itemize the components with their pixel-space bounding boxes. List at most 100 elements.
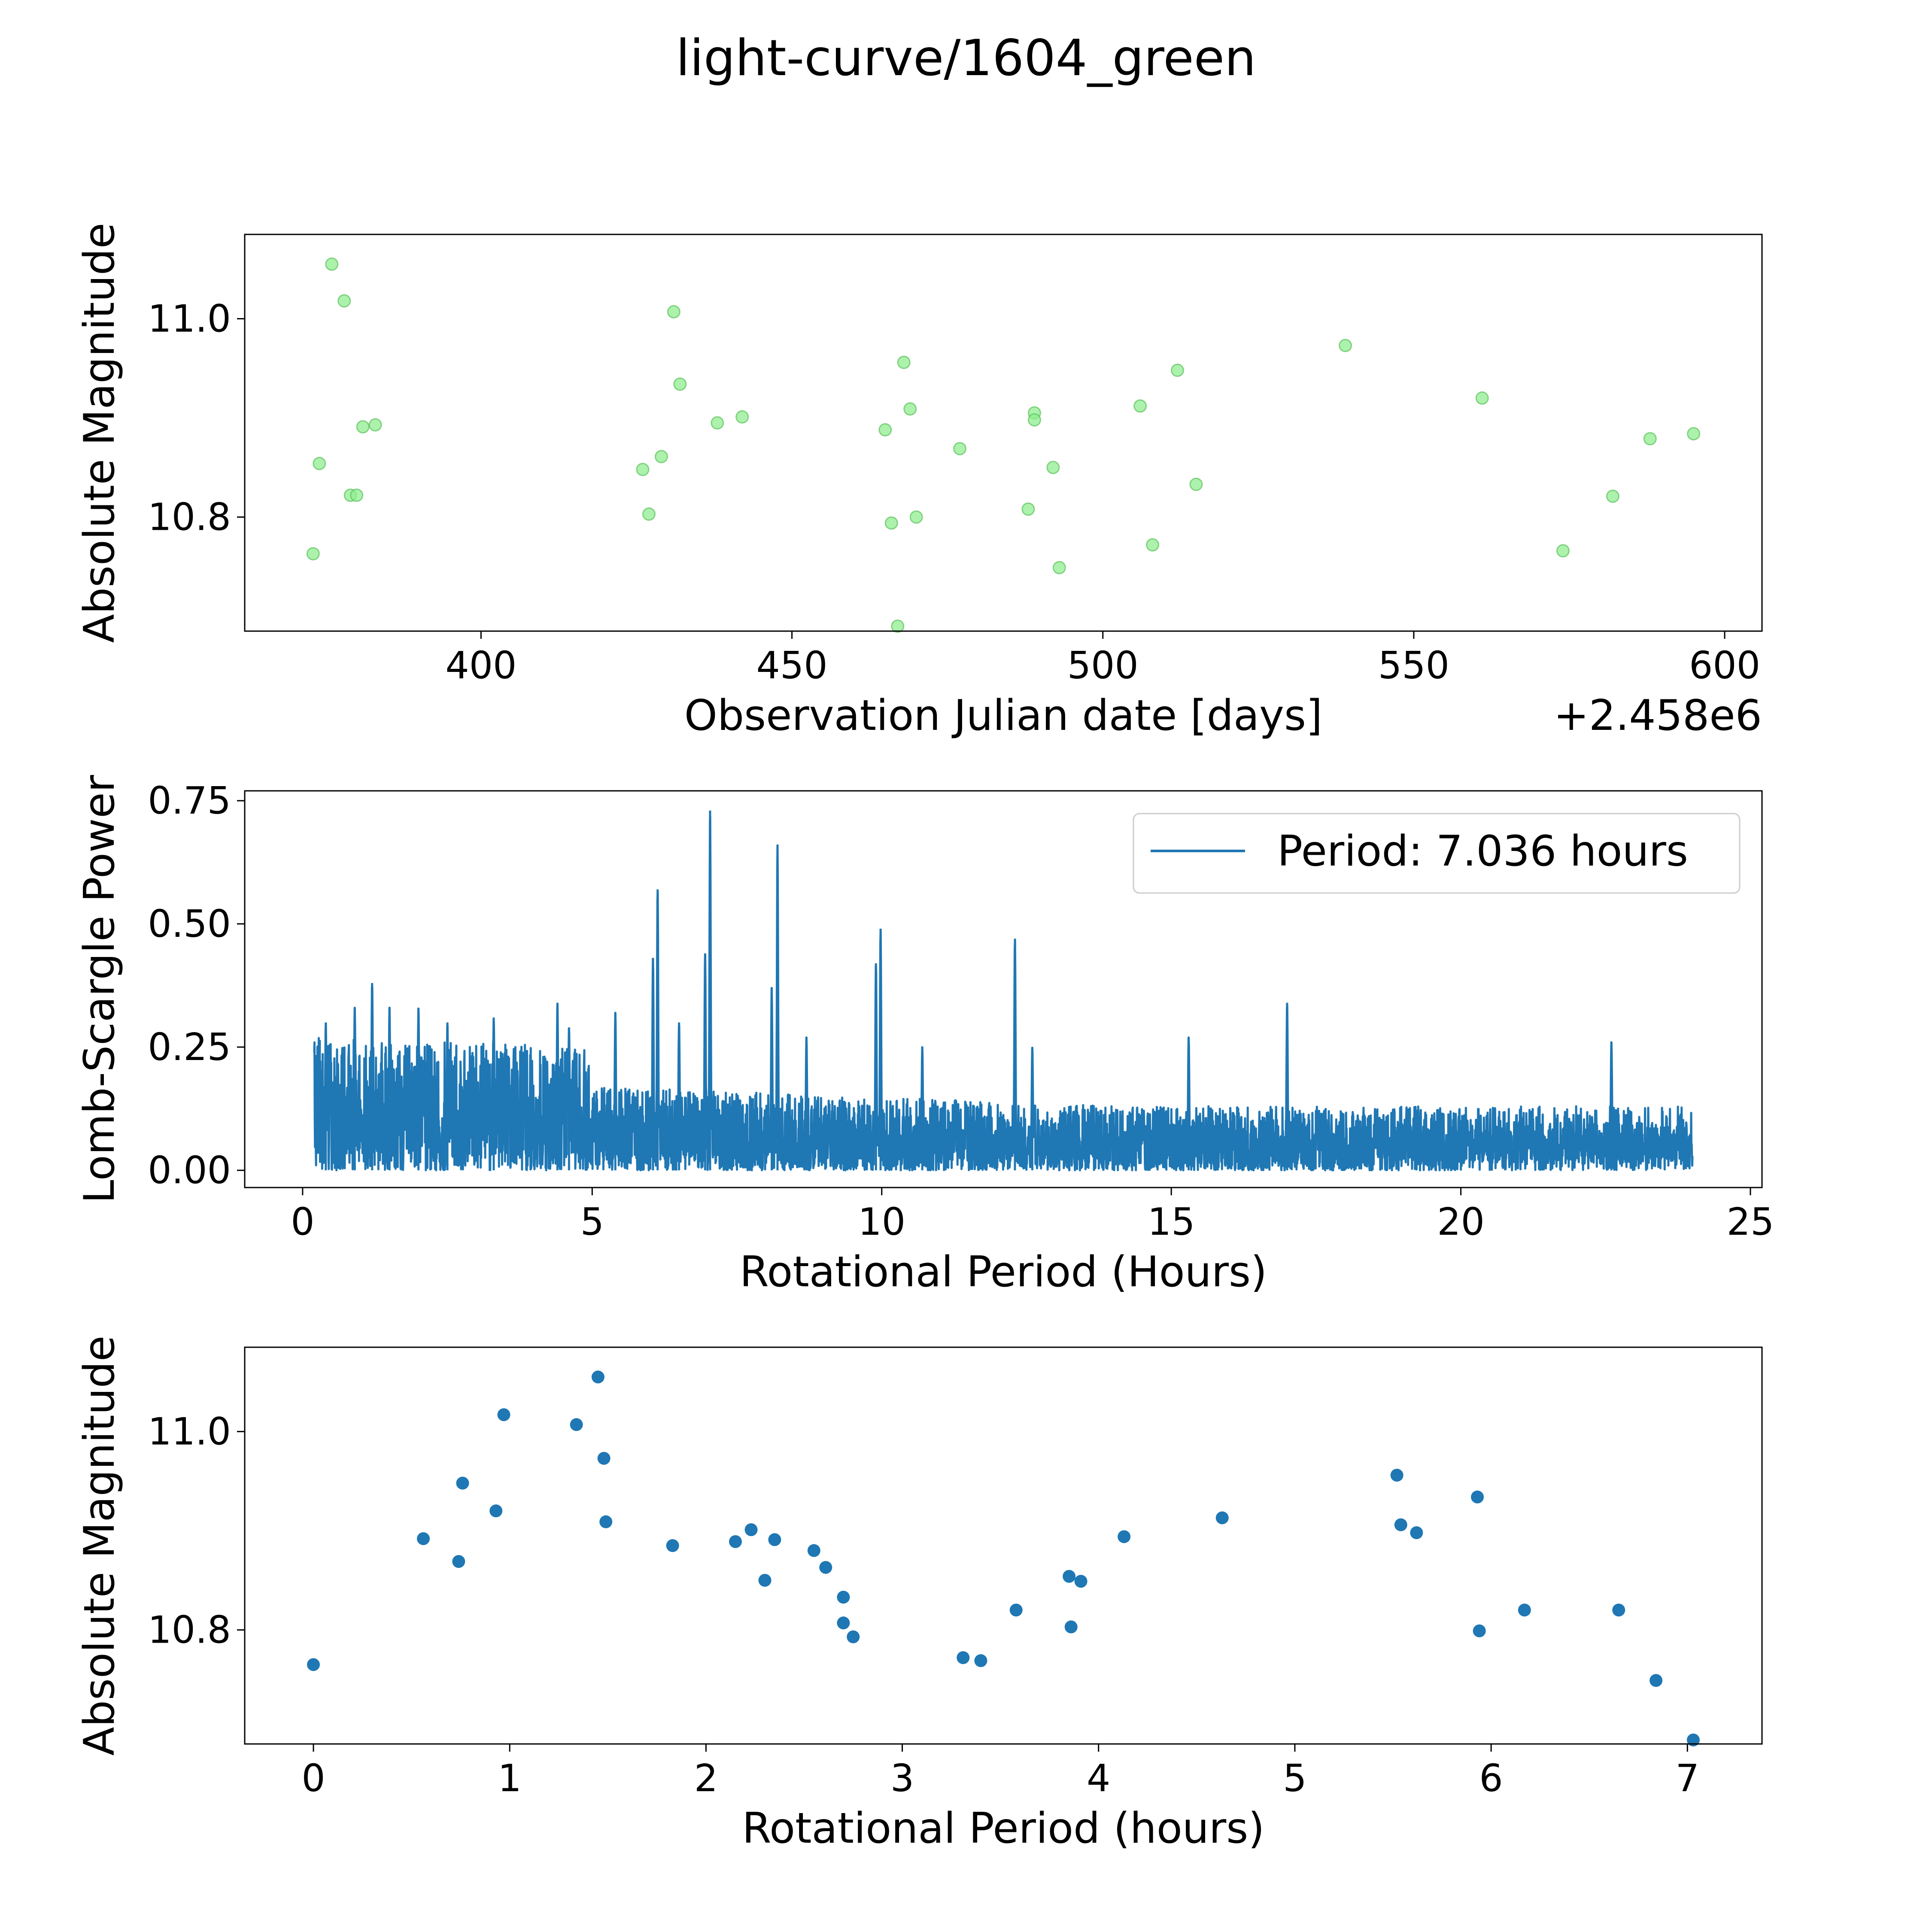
light-curve-point: [1189, 477, 1203, 491]
folded-curve-x-tick-label: 0: [301, 1756, 325, 1800]
periodogram-y-tick-label: 0.00: [148, 1148, 231, 1192]
folded-curve-point: [591, 1370, 605, 1384]
light-curve-point: [897, 355, 911, 369]
light-curve-point: [1171, 363, 1185, 377]
folded-curve-point: [489, 1504, 503, 1518]
legend-label: Period: 7.036 hours: [1277, 827, 1688, 876]
folded-curve-x-tick-label: 3: [890, 1756, 914, 1800]
folded-curve-point: [452, 1555, 465, 1568]
periodogram-x-tick-label: 25: [1727, 1200, 1774, 1244]
folded-curve-point: [1118, 1530, 1131, 1543]
folded-curve-x-ticks: 0 1 2 3 4 5 6 7: [301, 1744, 1699, 1800]
light-curve-point: [636, 462, 650, 476]
folded-curve-point: [1064, 1620, 1078, 1634]
periodogram-x-tick-label: 10: [858, 1200, 905, 1244]
folded-curve-point: [837, 1616, 850, 1630]
light-curve-point: [711, 416, 724, 430]
light-curve-point: [1133, 399, 1147, 413]
folded-curve-y-tick-label: 10.8: [148, 1608, 231, 1652]
folded-curve-x-tick-label: 6: [1479, 1756, 1503, 1800]
folded-curve-y-tick-label: 11.0: [148, 1410, 231, 1453]
folded-curve-point: [307, 1658, 320, 1671]
light-curve-point: [1475, 391, 1489, 405]
light-curve-x-tick-label: 500: [1067, 644, 1139, 687]
light-curve-point: [313, 457, 326, 471]
light-curve-point: [1052, 561, 1066, 574]
folded-curve-point: [1390, 1468, 1403, 1482]
light-curve-point: [953, 442, 967, 456]
light-curve-y-axis-label: Absolute Magnitude: [75, 223, 124, 643]
light-curve-y-tick-label: 10.8: [148, 495, 231, 539]
periodogram-panel: 0 5 10 15 20 25 0.00 0.25 0.50 0.75 Rotational P…: [75, 775, 1774, 1297]
periodogram-x-tick-label: 5: [580, 1200, 604, 1244]
light-curve-point: [1339, 339, 1352, 352]
folded-curve-axes-frame: [244, 1346, 1763, 1745]
folded-curve-x-tick-label: 2: [694, 1756, 718, 1800]
legend-box: [1133, 813, 1741, 894]
periodogram-x-tick-label: 0: [291, 1200, 314, 1244]
folded-curve-point: [744, 1523, 758, 1537]
folded-curve-point: [599, 1515, 613, 1528]
folded-curve-points: [307, 1370, 1700, 1747]
folded-curve-y-ticks: 10.8 11.0: [148, 1410, 245, 1652]
light-curve-point: [325, 257, 339, 271]
periodogram-power-line: [313, 815, 1694, 1172]
light-curve-point: [350, 489, 364, 502]
light-curve-point: [337, 294, 351, 308]
folded-curve-point: [1686, 1733, 1700, 1747]
folded-curve-point: [758, 1574, 772, 1587]
light-curve-points: [306, 257, 1701, 633]
light-curve-point: [891, 619, 905, 633]
light-curve-y-tick-label: 11.0: [148, 297, 231, 340]
light-curve-point: [878, 423, 892, 437]
folded-curve-x-axis-label: Rotational Period (hours): [742, 1804, 1264, 1853]
folded-curve-point: [847, 1630, 860, 1643]
light-curve-axes-frame: [244, 234, 1763, 632]
periodogram-x-tick-label: 15: [1148, 1200, 1195, 1244]
periodogram-y-tick-label: 0.75: [148, 779, 231, 823]
figure-title: light-curve/1604_green: [676, 29, 1256, 87]
folded-curve-point: [1063, 1570, 1076, 1583]
light-curve-point: [1146, 538, 1160, 552]
folded-curve-point: [837, 1591, 850, 1604]
light-curve-point: [909, 510, 923, 524]
periodogram-x-ticks: 0 5 10 15 20 25: [291, 1188, 1774, 1244]
folded-curve-point: [1410, 1526, 1423, 1539]
light-curve-point: [1643, 432, 1657, 446]
folded-curve-point: [974, 1654, 987, 1667]
folded-curve-point: [597, 1452, 611, 1465]
folded-curve-point: [1009, 1604, 1023, 1617]
light-curve-point: [1556, 544, 1570, 558]
folded-curve-point: [666, 1539, 679, 1552]
light-curve-point: [306, 547, 320, 561]
light-curve-point: [884, 516, 898, 530]
periodogram-y-tick-label: 0.25: [148, 1025, 231, 1069]
light-curve-point: [1027, 413, 1041, 427]
light-curve-point: [1687, 427, 1701, 440]
light-curve-x-ticks: 400 450 500 550 600: [445, 631, 1760, 687]
folded-curve-x-tick-label: 7: [1676, 1756, 1699, 1800]
light-curve-panel: 400 450 500 550 600 10.8 11.0 Observation Jul…: [75, 223, 1763, 740]
folded-curve-panel: 0 1 2 3 4 5 6 7 10.8 11.0 Rotational Period (hou…: [75, 1336, 1763, 1853]
folded-curve-point: [497, 1408, 510, 1422]
folded-curve-point: [957, 1651, 970, 1665]
light-curve-point: [1046, 461, 1060, 474]
folded-curve-point: [1394, 1518, 1407, 1531]
light-curve-x-tick-label: 600: [1689, 644, 1760, 687]
folded-curve-x-tick-label: 4: [1087, 1756, 1110, 1800]
folded-curve-point: [570, 1418, 583, 1431]
light-curve-x-offset-label: +2.458e6: [1554, 691, 1762, 740]
periodogram-axes-frame: [244, 790, 1763, 1188]
periodogram-y-axis-label: Lomb-Scargle Power: [75, 775, 124, 1203]
folded-curve-x-tick-label: 5: [1283, 1756, 1306, 1800]
folded-curve-point: [417, 1532, 430, 1545]
folded-curve-point: [1649, 1674, 1663, 1687]
folded-curve-point: [1518, 1604, 1531, 1617]
light-curve-point: [667, 305, 680, 319]
light-curve-point: [1021, 502, 1035, 516]
folded-curve-y-axis-label: Absolute Magnitude: [75, 1336, 124, 1756]
folded-curve-point: [1215, 1511, 1229, 1525]
folded-curve-point: [1612, 1604, 1625, 1617]
folded-curve-point: [1471, 1490, 1484, 1504]
